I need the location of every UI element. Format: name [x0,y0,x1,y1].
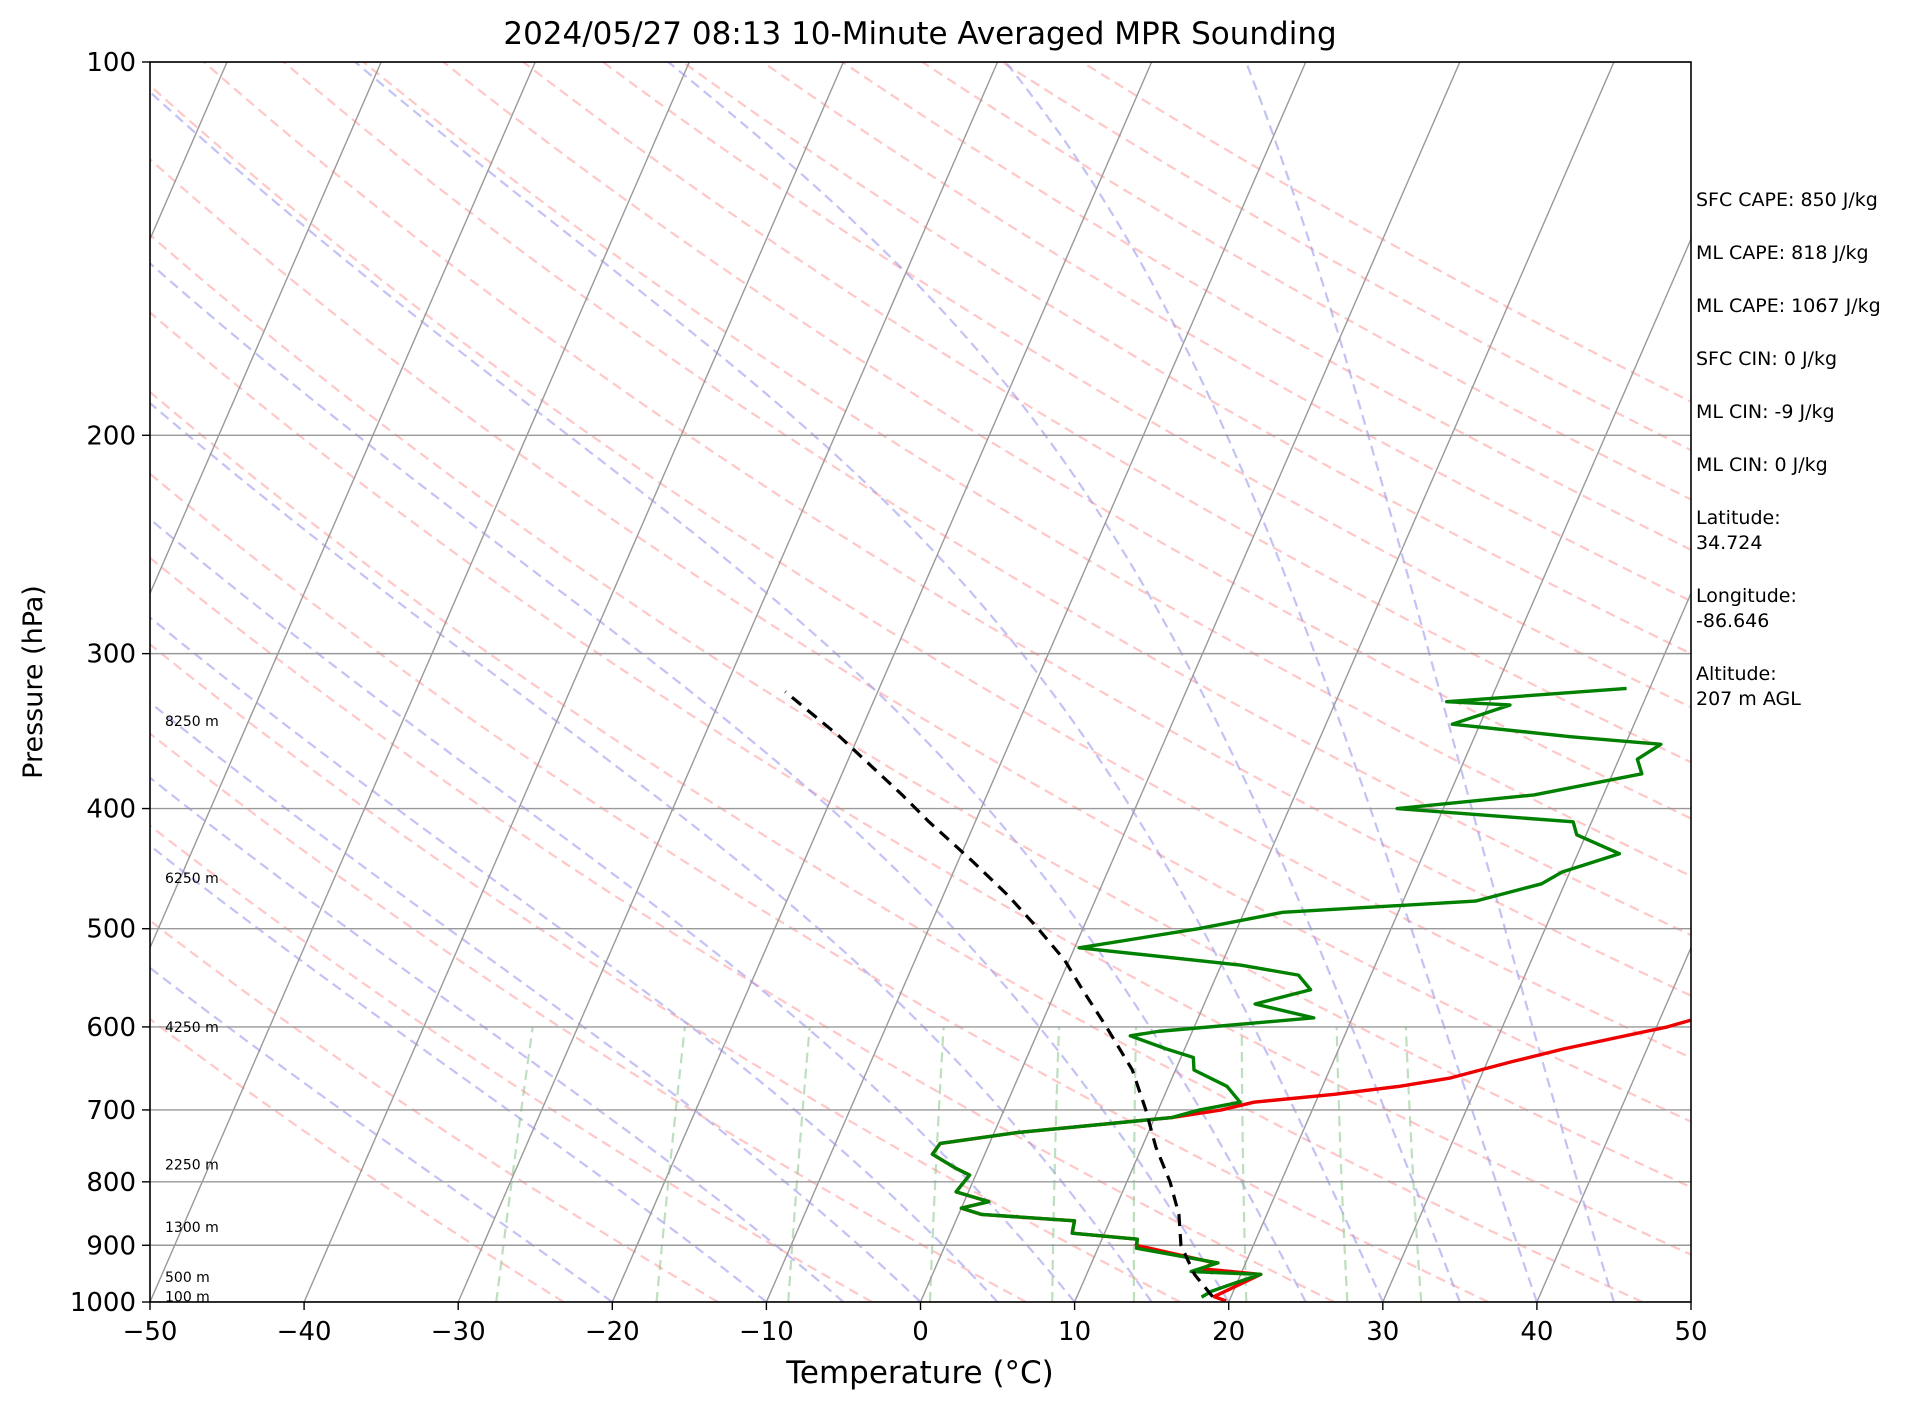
isotherm-line [765,62,1307,1302]
dry-adiabat-line [150,311,1691,1256]
moist-adiabat-line [150,966,613,1302]
x-tick-label: 20 [1212,1317,1245,1347]
x-axis-label: Temperature (°C) [785,1355,1054,1391]
y-tick-label: 900 [86,1231,136,1261]
height-label: 4250 m [165,1020,219,1036]
x-tick-label: −10 [739,1317,794,1347]
stat-item: ML CIN: -9 J/kg [1696,401,1835,423]
moist-adiabat-line [150,90,1307,1302]
y-tick-label: 300 [86,640,136,670]
moist-adiabat-line [1245,62,1616,1302]
height-label: 8250 m [165,714,219,730]
height-label: 1300 m [165,1220,219,1236]
x-tick-label: −50 [123,1317,178,1347]
x-axis: −50 −40 −30 −20 −10 0 10 20 30 40 50 [123,1302,1708,1347]
stat-item: ML CIN: 0 J/kg [1696,454,1828,476]
dry-adiabat-line [150,390,1643,1302]
isotherm-line [611,62,1153,1302]
x-tick-label: 50 [1674,1317,1707,1347]
dewpoint-profile-line [930,686,1663,1299]
isotherm-line [150,62,690,1302]
x-tick-label: −30 [431,1317,486,1347]
dry-adiabat-line [150,472,1489,1302]
stat-item: SFC CIN: 0 J/kg [1696,348,1838,370]
y-tick-label: 400 [86,795,136,825]
parcel-profile-line [784,690,1214,1298]
x-tick-label: −20 [585,1317,640,1347]
y-tick-label: 800 [86,1168,136,1198]
y-axis: 100 200 300 400 500 600 700 800 900 1000 [70,48,150,1318]
y-tick-label: 1000 [70,1288,136,1318]
y-tick-label: 500 [86,915,136,945]
y-axis-label: Pressure (hPa) [18,585,49,779]
chart-title: 2024/05/27 08:13 10-Minute Averaged MPR … [503,16,1336,52]
dry-adiabat-line [203,62,1691,997]
dry-adiabat-line [150,642,1181,1302]
dry-adiabat-line [150,919,719,1302]
height-labels: 8250 m 6250 m 4250 m 2250 m 1300 m 500 m 100 m [165,714,219,1306]
isotherm-line [919,62,1461,1302]
moist-adiabat-line [150,616,999,1302]
stat-item: Altitude: 207 m AGL [1696,663,1801,710]
isotherm-line [150,62,536,950]
moist-adiabat-line [667,62,1461,1302]
height-label: 6250 m [165,871,219,887]
dry-adiabat-line [602,62,1691,709]
x-tick-label: 40 [1520,1317,1553,1347]
moist-adiabat-line [150,401,1153,1302]
y-tick-label: 200 [86,421,136,451]
dry-adiabat-line [761,62,1691,603]
height-label: 100 m [165,1290,210,1306]
dry-adiabat-line [522,62,1691,764]
moist-adiabat-line [150,701,922,1302]
moist-adiabat-line [150,261,1230,1302]
stat-item: ML CAPE: 1067 J/kg [1696,295,1881,317]
stat-item: Latitude: 34.724 [1696,507,1781,554]
x-tick-label: 30 [1366,1317,1399,1347]
isotherm-line [150,62,382,596]
isotherm-line [457,62,999,1302]
isotherm-line [303,62,845,1302]
y-tick-label: 600 [86,1013,136,1043]
x-tick-label: 0 [912,1317,929,1347]
stat-item: SFC CAPE: 850 J/kg [1696,189,1878,211]
dry-adiabat-line [150,84,1691,1060]
dry-adiabat-line [150,732,1027,1302]
dry-adiabat-line [150,1017,565,1302]
height-label: 500 m [165,1270,210,1286]
sounding-stats-panel: SFC CAPE: 850 J/kg ML CAPE: 818 J/kg ML CA… [1696,188,1921,740]
isotherm-line [1073,62,1615,1302]
moist-adiabat-line [150,776,845,1302]
height-label: 2250 m [165,1158,219,1174]
stat-item: ML CAPE: 818 J/kg [1696,242,1869,264]
isotherm-line [1536,945,1691,1302]
dry-adiabat-line [150,556,1335,1302]
y-tick-label: 100 [86,48,136,78]
x-tick-label: −40 [277,1317,332,1347]
y-tick-label: 700 [86,1096,136,1126]
isotherm-line [1382,591,1691,1302]
dry-adiabat-line [682,62,1691,655]
x-tick-label: 10 [1058,1317,1091,1347]
stat-item: Longitude: -86.646 [1696,585,1797,632]
dry-adiabat-line [150,233,1691,1189]
moist-adiabat-line [150,844,768,1302]
moist-adiabat-line [1004,62,1538,1302]
dry-adiabat-line [150,157,1691,1123]
